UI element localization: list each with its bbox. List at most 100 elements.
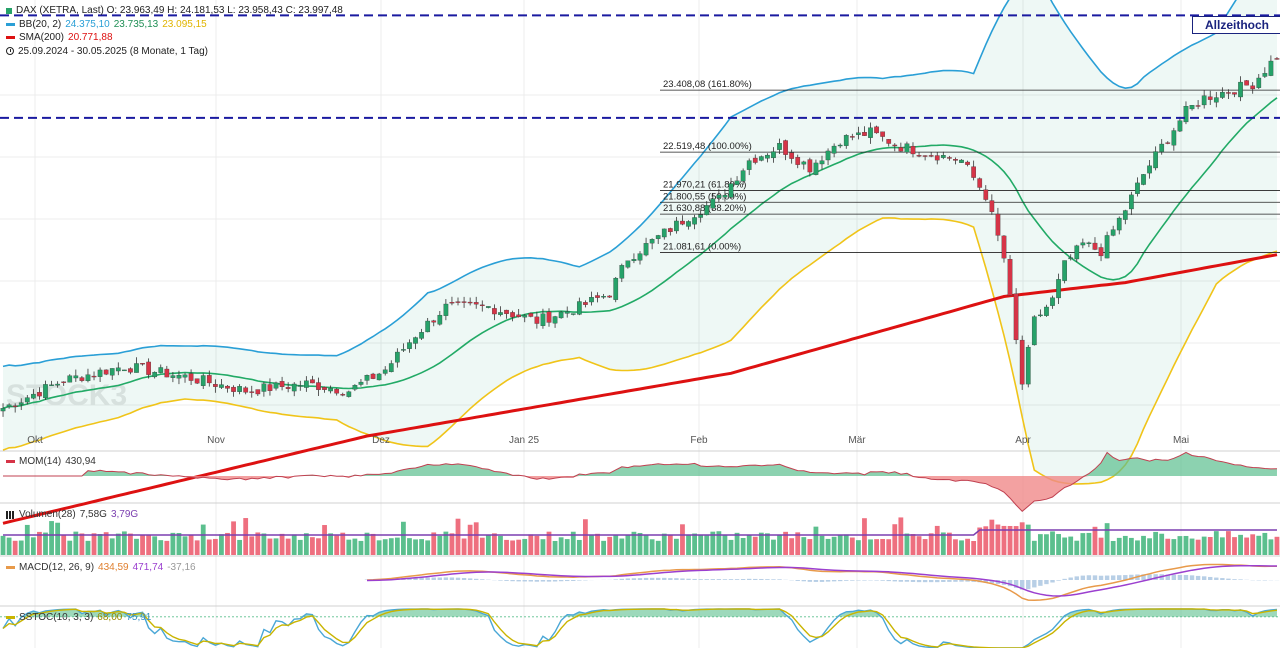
- volume-bar-186: [1128, 537, 1134, 555]
- macd-hist-95: [577, 580, 582, 581]
- macd-hist-203: [1232, 579, 1237, 580]
- candle-114: [692, 214, 697, 230]
- macd-hist-148: [898, 580, 904, 582]
- legend-sma-value: 20.771,88: [68, 32, 113, 43]
- macd-hist-123: [746, 578, 752, 580]
- candle-104: [631, 253, 637, 264]
- volume-bar-12: [73, 531, 79, 555]
- candle-31: [188, 369, 194, 386]
- volume-bar-195: [1183, 535, 1189, 555]
- candle-124: [752, 154, 758, 165]
- macd-hist-75: [455, 577, 461, 580]
- candle-99: [601, 293, 606, 299]
- candle-173: [1050, 295, 1055, 309]
- macd-line: [366, 563, 1277, 601]
- macd-hist-87: [528, 580, 534, 582]
- legend-bb-label: BB(20, 2): [19, 18, 62, 30]
- macd-hist-179: [1086, 575, 1092, 580]
- candle-119: [722, 189, 728, 202]
- volume-bar-5: [30, 537, 36, 555]
- volume-bar-53: [322, 525, 327, 555]
- sma-swatch-icon: [6, 36, 15, 40]
- candle-90: [546, 308, 552, 327]
- macd-hist-149: [904, 580, 910, 582]
- macd-hist-120: [728, 579, 734, 580]
- legend-sma-label: SMA(200): [19, 32, 65, 43]
- volume-bar-77: [467, 524, 473, 555]
- volume-bar-209: [1268, 539, 1274, 555]
- clock-icon: [6, 47, 14, 56]
- volume-bar-165: [1001, 525, 1007, 555]
- candle-35: [213, 379, 218, 393]
- candle-112: [680, 215, 685, 226]
- candle-39: [237, 384, 242, 395]
- macd-hist-156: [947, 580, 952, 582]
- volume-bar-78: [473, 522, 479, 555]
- candle-125: [758, 155, 764, 162]
- volume-bar-184: [1116, 537, 1122, 555]
- allzeithoch-button[interactable]: Allzeithoch: [1191, 16, 1280, 34]
- volume-bar-133: [807, 539, 813, 555]
- sstoc-v2: 75,91: [126, 612, 152, 623]
- candle-75: [455, 297, 461, 306]
- volume-bar-181: [1098, 537, 1104, 555]
- macd-hist-103: [625, 578, 631, 580]
- volume-bar-101: [613, 535, 619, 555]
- volume-bar-74: [449, 533, 455, 555]
- macd-panel: [364, 563, 1280, 601]
- volume-bar-192: [1165, 538, 1171, 555]
- candle-69: [419, 328, 424, 340]
- macd-hist-173: [1050, 580, 1055, 583]
- volume-bar-177: [1074, 540, 1080, 555]
- volume-bar-121: [734, 532, 740, 555]
- volume-bar-194: [1177, 536, 1183, 555]
- macd-hist-196: [1189, 575, 1195, 580]
- candle-78: [473, 296, 479, 309]
- volume-bar-88: [534, 535, 540, 555]
- candle-15: [91, 371, 97, 381]
- volume-bar-2: [12, 540, 18, 555]
- macd-hist-142: [862, 580, 867, 581]
- candle-76: [461, 296, 467, 308]
- candle-141: [856, 126, 861, 140]
- macd-hist-119: [722, 579, 728, 580]
- volume-bar-69: [419, 539, 425, 555]
- macd-hist-90: [546, 580, 552, 582]
- x-tick-7: Mai: [1173, 435, 1189, 446]
- candle-83: [504, 309, 509, 319]
- volume-bar-98: [595, 533, 600, 555]
- candle-165: [1001, 235, 1007, 263]
- macd-hist-70: [425, 577, 430, 580]
- macd-hist-153: [928, 580, 934, 583]
- macd-hist-190: [1153, 574, 1158, 580]
- candle-66: [401, 343, 406, 352]
- volume-bar-22: [134, 538, 139, 555]
- macd-hist-127: [771, 579, 776, 580]
- volume-bar-52: [316, 538, 321, 555]
- macd-hist-184: [1117, 575, 1122, 580]
- candle-192: [1165, 141, 1171, 145]
- legend-range: 25.09.2024 - 30.05.2025 (8 Monate, 1 Tag…: [6, 45, 343, 59]
- candle-172: [1044, 304, 1049, 317]
- candle-146: [886, 139, 892, 147]
- volume-bar-92: [558, 537, 564, 555]
- volume-bar-163: [989, 519, 995, 555]
- macd-hist-146: [886, 580, 891, 582]
- macd-hist-154: [935, 580, 940, 583]
- candle-137: [831, 143, 837, 158]
- volume-bar-122: [740, 537, 746, 555]
- volume-bar-152: [922, 539, 928, 555]
- macd-hist-116: [704, 579, 709, 580]
- x-tick-0: Okt: [27, 435, 43, 446]
- macd-hist-102: [619, 578, 625, 580]
- macd-hist-177: [1074, 576, 1079, 580]
- volume-bar-159: [965, 538, 970, 555]
- candle-10: [61, 381, 67, 386]
- volume-bar-132: [801, 537, 807, 555]
- sstoc-d-line: [2, 608, 1278, 648]
- volume-bar-32: [194, 540, 200, 555]
- candle-57: [346, 390, 352, 398]
- candle-209: [1268, 55, 1274, 77]
- candle-200: [1213, 91, 1219, 108]
- candlesticks: [0, 55, 1280, 417]
